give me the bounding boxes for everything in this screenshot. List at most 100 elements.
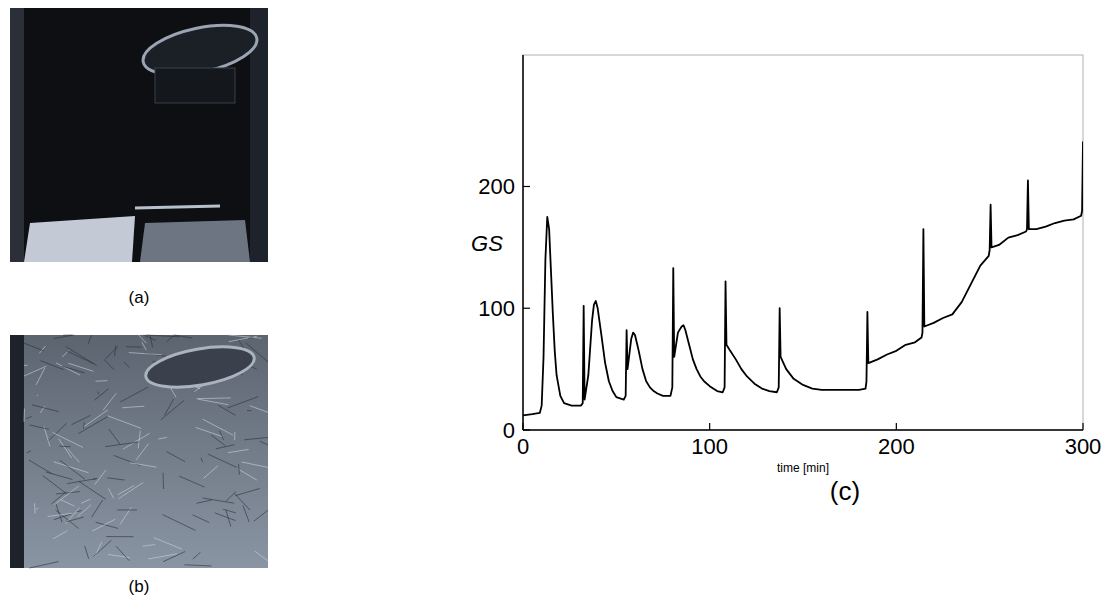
photo-fiber [193, 515, 210, 523]
photo-fiber [29, 460, 52, 474]
photo-label: (a) [129, 288, 150, 307]
y-tick-label: 0 [503, 418, 515, 443]
photo-fiber [27, 451, 31, 453]
x-tick [709, 423, 710, 430]
photo-fiber [201, 458, 203, 462]
photo-fiber [95, 470, 106, 484]
photo-fiber [59, 439, 72, 458]
photo-fiber [239, 470, 257, 480]
y-tick [523, 308, 530, 309]
photo-fiber [98, 392, 100, 395]
photo-fiber [92, 519, 115, 531]
photo-fiber [204, 466, 218, 478]
x-tick-label: 100 [691, 434, 728, 459]
photo-fiber [94, 389, 108, 401]
photo-fiber [56, 504, 62, 523]
photo-fiber [94, 540, 112, 556]
photo-fiber [227, 397, 258, 408]
photo-fiber [56, 363, 80, 375]
photo-fiber [51, 492, 65, 504]
photo-fiber [117, 509, 137, 510]
photo-fiber [116, 546, 129, 561]
plot-frame [523, 55, 1083, 430]
photo-fiber [122, 406, 144, 408]
y-axis [522, 55, 524, 430]
photo-fiber [44, 427, 50, 447]
photo-fiber [105, 442, 140, 447]
photo-fiber [92, 500, 103, 517]
photo-fiber [24, 365, 27, 366]
photo-fiber [53, 433, 83, 448]
photo-fiber [162, 473, 164, 489]
x-tick-label: 300 [1065, 434, 1102, 459]
photo-fiber [68, 363, 93, 371]
photo-fiber [198, 399, 228, 404]
photo-label: (b) [129, 577, 150, 596]
photo-fiber [193, 552, 201, 559]
y-tick [523, 429, 530, 430]
photo-fiber [59, 446, 70, 448]
photo-fiber [96, 380, 108, 382]
photo-fiber [247, 410, 251, 411]
photo-fiber [54, 462, 89, 473]
photo-fiber [208, 454, 237, 467]
photo-fiber [61, 500, 75, 506]
x-tick [896, 423, 897, 430]
photo-fiber [244, 437, 268, 439]
plot-area [523, 141, 1083, 415]
photo-fiber [103, 393, 116, 410]
photo-fiber [32, 405, 59, 412]
figure: (a)(b)01002003000100200GStime [min](c) [0, 0, 1117, 607]
photo-line [135, 206, 220, 208]
photo-fiber [104, 360, 114, 370]
x-tick-label: 200 [878, 434, 915, 459]
photo-fiber [248, 337, 254, 339]
photo-fiber [184, 565, 211, 566]
photo-fiber [211, 435, 225, 446]
photo-fiber [254, 510, 268, 521]
photo-fiber [124, 362, 130, 368]
photo-fiber [54, 486, 79, 505]
photo-fiber [139, 335, 147, 343]
photo-fiber [167, 335, 175, 341]
photo-fiber [107, 478, 124, 480]
photo-fiber [129, 353, 162, 355]
panel-label: (c) [830, 476, 860, 506]
photo-fiber [179, 476, 204, 487]
photo-fiber [126, 346, 141, 347]
photo-fiber [72, 415, 91, 424]
photo-fiber [30, 425, 49, 429]
photo-fiber [143, 545, 155, 547]
x-axis [523, 429, 1083, 431]
photo-fiber [238, 464, 239, 475]
photo-fiber [78, 505, 92, 517]
x-tick-label: 0 [517, 434, 529, 459]
photo-holder [155, 68, 235, 103]
photo-fiber [114, 346, 115, 356]
photo-fiber [161, 400, 184, 419]
photo-fiber [24, 343, 44, 351]
photo-fiber [250, 406, 268, 413]
photo-fiber [81, 499, 90, 503]
photo-b [10, 335, 268, 568]
photo-fiber [166, 452, 185, 462]
photo-edge [10, 8, 24, 262]
photo-fiber [196, 427, 222, 436]
photo-fiber [254, 551, 268, 561]
photo-fiber [60, 460, 85, 479]
photo-fiber [120, 387, 148, 402]
photo-fiber [24, 409, 25, 422]
photo-fiber [67, 449, 79, 463]
photo-fiber [79, 481, 106, 499]
photo-fiber [29, 562, 58, 568]
photo-fiber [223, 509, 236, 513]
photo-fiber [163, 552, 185, 562]
photo-fiber [130, 463, 156, 467]
photo-object [24, 216, 135, 262]
photo-fiber [196, 500, 212, 503]
x-tick [522, 423, 523, 430]
photo-fiber [138, 431, 140, 449]
photo-fiber [85, 546, 89, 559]
photo-fiber [105, 346, 118, 359]
photo-fiber [236, 489, 260, 496]
